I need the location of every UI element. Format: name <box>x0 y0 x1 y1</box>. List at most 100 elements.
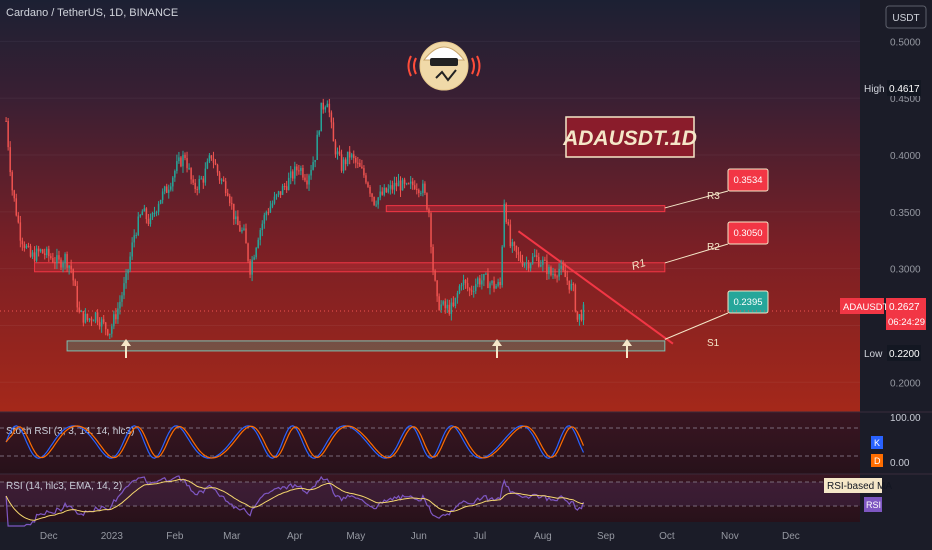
candle-body <box>68 265 70 268</box>
last-price-marker: ADAUSDT 0.2627 06:24:29 <box>840 298 926 330</box>
candle-body <box>226 193 229 196</box>
s1-callout[interactable]: 0.2395 <box>664 290 769 340</box>
candle-body <box>395 182 398 187</box>
mascot-logo <box>407 41 481 91</box>
candle-body <box>50 256 52 258</box>
stoch-d-line <box>5 425 585 459</box>
candle-body <box>253 257 255 260</box>
candle-body <box>271 203 274 207</box>
candle-body <box>440 304 442 311</box>
bar-countdown: 06:24:29 <box>888 317 925 328</box>
candle-body <box>66 254 68 268</box>
candle-body <box>210 155 213 159</box>
candle-body <box>491 280 493 284</box>
candle-body <box>267 212 270 214</box>
candle-body <box>578 314 581 320</box>
candle-body <box>535 255 538 257</box>
candle-body <box>407 183 410 185</box>
candle-body <box>94 312 97 321</box>
r1-trendline[interactable] <box>517 230 674 345</box>
low-label: Low <box>864 349 883 360</box>
candle-body <box>186 158 188 169</box>
candle-body <box>31 252 34 257</box>
candle-body <box>111 326 113 334</box>
r2-callout-leader <box>664 243 729 264</box>
candle-body <box>279 191 282 195</box>
rsi-ma-badge-bg <box>824 478 882 493</box>
candle-body <box>580 314 583 321</box>
candle-body <box>182 154 184 167</box>
candle-body <box>265 212 268 216</box>
currency-button[interactable]: USDT <box>885 5 927 29</box>
candle-body <box>474 284 477 292</box>
rsi-line <box>5 475 585 527</box>
candle-body <box>192 179 194 183</box>
candle-body <box>243 228 245 230</box>
candle-body <box>202 178 205 183</box>
candle-body <box>172 177 174 187</box>
candle-body <box>294 166 296 179</box>
candle-body <box>218 172 221 181</box>
candle-body <box>566 277 568 281</box>
symbol-overlay-box: ADAUSDT.1D <box>562 116 697 158</box>
candle-body <box>533 255 536 257</box>
candle-body <box>568 280 571 290</box>
candle-body <box>121 295 123 302</box>
candle-body <box>292 171 294 179</box>
high-value: 0.4617 <box>889 84 920 95</box>
level-drawings[interactable]: R3 R2 S1 R1 0.3534 0.3050 0.2395 <box>34 168 769 352</box>
candle-body <box>76 285 79 308</box>
candle-body <box>107 329 109 335</box>
x-tick-label: Aug <box>534 531 552 542</box>
symbol-overlay-text: ADAUSDT.1D <box>562 127 697 150</box>
r3-zone[interactable] <box>385 205 666 213</box>
candle-body <box>499 282 501 286</box>
candle-body <box>369 186 371 194</box>
candle-body <box>562 265 564 271</box>
stoch-rsi-label: Stoch RSI (3, 3, 14, 14, hlc3) <box>6 426 134 437</box>
x-tick-label: 2023 <box>101 531 124 542</box>
s1-zone[interactable] <box>66 340 666 352</box>
candle-body <box>385 187 388 193</box>
currency-label[interactable]: USDT <box>892 13 919 24</box>
candle-body <box>448 304 451 314</box>
x-tick-label: Oct <box>659 531 675 542</box>
candle-body <box>558 268 560 277</box>
candle-body <box>460 284 463 287</box>
rsi-ma-label: RSI-based MA <box>827 481 892 492</box>
r3-callout-value: 0.3534 <box>733 175 762 186</box>
candle-body <box>277 191 280 195</box>
candle-body <box>263 215 266 224</box>
r2-callout[interactable]: 0.3050 <box>664 221 769 264</box>
candle-body <box>131 242 133 257</box>
candle-body <box>521 260 524 266</box>
candle-body <box>298 170 300 172</box>
r2-zone[interactable] <box>34 262 666 273</box>
candle-body <box>529 263 532 269</box>
candle-body <box>318 131 320 135</box>
candle-body <box>314 159 316 163</box>
candle-body <box>383 187 386 195</box>
candle-body <box>58 255 60 260</box>
candle-body <box>306 180 308 185</box>
candle-body <box>414 185 416 189</box>
x-tick-label: Dec <box>40 531 58 542</box>
candle-body <box>257 239 259 248</box>
candle-body <box>515 245 518 253</box>
candle-body <box>300 167 302 171</box>
y-tick-label: 0.4500 <box>890 94 921 105</box>
candle-body <box>497 282 499 286</box>
rsi-badge-bg <box>864 497 882 512</box>
candle-body <box>444 301 446 309</box>
candle-body <box>523 263 526 266</box>
r3-callout[interactable]: 0.3534 <box>664 168 769 209</box>
candle-body <box>25 245 28 248</box>
last-price-value: 0.2627 <box>889 302 920 313</box>
candle-body <box>381 191 383 195</box>
time-scale[interactable]: Dec 2023 Feb Mar Apr May Jun Jul Aug Sep Oct Nov Dec <box>40 531 800 542</box>
candle-body <box>200 178 203 180</box>
candle-body <box>346 151 349 165</box>
candle-body <box>517 252 520 255</box>
candle-body <box>13 190 15 199</box>
candle-body <box>348 151 351 158</box>
